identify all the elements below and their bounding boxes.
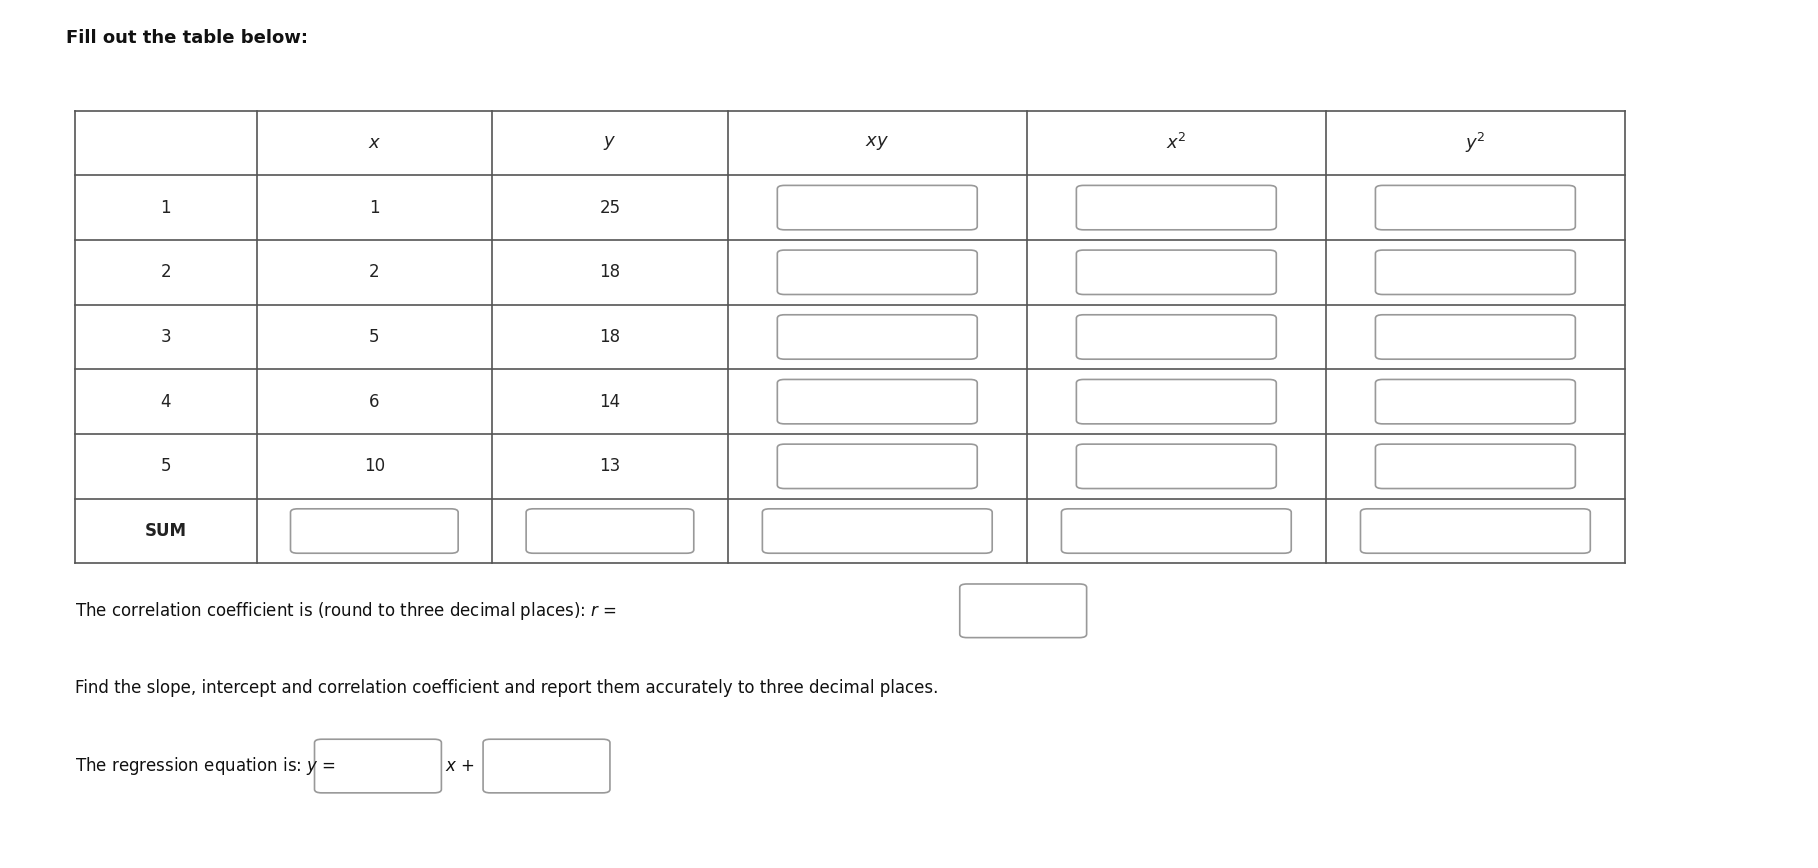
FancyBboxPatch shape bbox=[1076, 186, 1276, 230]
Text: The correlation coefficient is (round to three decimal places): $r$ =: The correlation coefficient is (round to… bbox=[75, 600, 618, 621]
Text: Fill out the table below:: Fill out the table below: bbox=[65, 29, 309, 47]
Text: 14: 14 bbox=[600, 392, 620, 411]
FancyBboxPatch shape bbox=[1076, 379, 1276, 424]
Text: $x^2$: $x^2$ bbox=[1165, 133, 1187, 153]
Text: 18: 18 bbox=[600, 263, 620, 281]
FancyBboxPatch shape bbox=[1376, 379, 1576, 424]
FancyBboxPatch shape bbox=[960, 584, 1087, 638]
Text: 2: 2 bbox=[160, 263, 171, 281]
FancyBboxPatch shape bbox=[778, 379, 978, 424]
Text: 13: 13 bbox=[600, 457, 620, 476]
FancyBboxPatch shape bbox=[1376, 186, 1576, 230]
FancyBboxPatch shape bbox=[1360, 509, 1591, 553]
Text: 10: 10 bbox=[364, 457, 385, 476]
FancyBboxPatch shape bbox=[525, 509, 694, 553]
Text: $y$: $y$ bbox=[604, 134, 616, 152]
FancyBboxPatch shape bbox=[1376, 444, 1576, 489]
FancyBboxPatch shape bbox=[1076, 444, 1276, 489]
Text: 1: 1 bbox=[160, 199, 171, 217]
Text: Find the slope, intercept and correlation coefficient and report them accurately: Find the slope, intercept and correlatio… bbox=[75, 680, 938, 697]
Text: $x$ +: $x$ + bbox=[445, 757, 474, 775]
FancyBboxPatch shape bbox=[778, 444, 978, 489]
FancyBboxPatch shape bbox=[1076, 315, 1276, 359]
FancyBboxPatch shape bbox=[291, 509, 458, 553]
Text: SUM: SUM bbox=[145, 522, 187, 540]
Text: The regression equation is: $y$ =: The regression equation is: $y$ = bbox=[75, 755, 336, 777]
Text: $xy$: $xy$ bbox=[865, 134, 889, 152]
FancyBboxPatch shape bbox=[1062, 509, 1291, 553]
FancyBboxPatch shape bbox=[778, 315, 978, 359]
Text: $x$: $x$ bbox=[367, 134, 382, 152]
Text: 5: 5 bbox=[369, 328, 380, 346]
Text: 1: 1 bbox=[369, 199, 380, 217]
Text: 18: 18 bbox=[600, 328, 620, 346]
Text: 25: 25 bbox=[600, 199, 620, 217]
FancyBboxPatch shape bbox=[1076, 250, 1276, 294]
Text: 6: 6 bbox=[369, 392, 380, 411]
Text: 5: 5 bbox=[160, 457, 171, 476]
Text: 4: 4 bbox=[160, 392, 171, 411]
Text: 2: 2 bbox=[369, 263, 380, 281]
FancyBboxPatch shape bbox=[1376, 250, 1576, 294]
Text: $y^2$: $y^2$ bbox=[1465, 131, 1485, 155]
FancyBboxPatch shape bbox=[778, 186, 978, 230]
FancyBboxPatch shape bbox=[484, 740, 611, 792]
FancyBboxPatch shape bbox=[1376, 315, 1576, 359]
FancyBboxPatch shape bbox=[778, 250, 978, 294]
FancyBboxPatch shape bbox=[762, 509, 993, 553]
FancyBboxPatch shape bbox=[315, 740, 442, 792]
Text: 3: 3 bbox=[160, 328, 171, 346]
